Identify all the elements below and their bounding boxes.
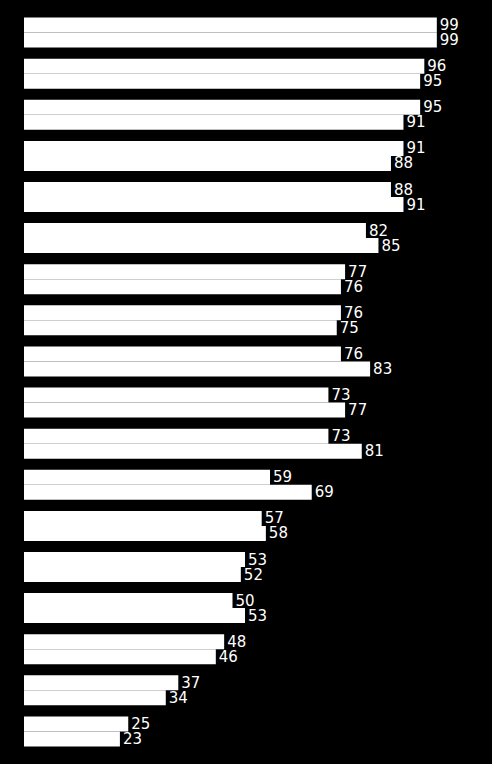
svg-text:88: 88 [394, 180, 414, 199]
svg-text:59: 59 [273, 468, 292, 486]
svg-text:99: 99 [440, 31, 459, 49]
svg-text:58: 58 [269, 524, 288, 542]
svg-text:52: 52 [244, 566, 263, 584]
svg-text:95: 95 [423, 98, 442, 116]
svg-text:83: 83 [373, 360, 392, 378]
svg-text:96: 96 [427, 57, 447, 76]
svg-text:88: 88 [394, 154, 413, 172]
svg-text:85: 85 [381, 237, 400, 255]
svg-text:50: 50 [235, 591, 255, 610]
svg-text:46: 46 [219, 648, 238, 666]
svg-text:53: 53 [248, 607, 267, 625]
svg-text:76: 76 [344, 278, 363, 296]
svg-text:25: 25 [131, 714, 151, 733]
svg-text:91: 91 [406, 113, 425, 131]
svg-text:77: 77 [348, 401, 367, 419]
svg-text:82: 82 [368, 221, 388, 240]
svg-text:81: 81 [365, 442, 384, 460]
svg-text:57: 57 [264, 509, 284, 528]
svg-text:34: 34 [169, 689, 188, 707]
svg-text:99: 99 [439, 16, 459, 35]
svg-text:95: 95 [423, 72, 442, 90]
svg-text:73: 73 [331, 427, 350, 445]
svg-text:48: 48 [227, 632, 247, 651]
svg-text:53: 53 [248, 550, 268, 569]
svg-text:23: 23 [123, 730, 142, 748]
svg-text:76: 76 [344, 345, 363, 363]
svg-text:73: 73 [331, 386, 351, 405]
svg-text:75: 75 [340, 319, 359, 337]
svg-text:76: 76 [343, 303, 363, 322]
svg-text:91: 91 [406, 139, 426, 158]
svg-text:91: 91 [406, 196, 425, 214]
svg-text:77: 77 [348, 262, 368, 281]
svg-text:37: 37 [181, 673, 201, 692]
svg-text:69: 69 [315, 483, 334, 501]
